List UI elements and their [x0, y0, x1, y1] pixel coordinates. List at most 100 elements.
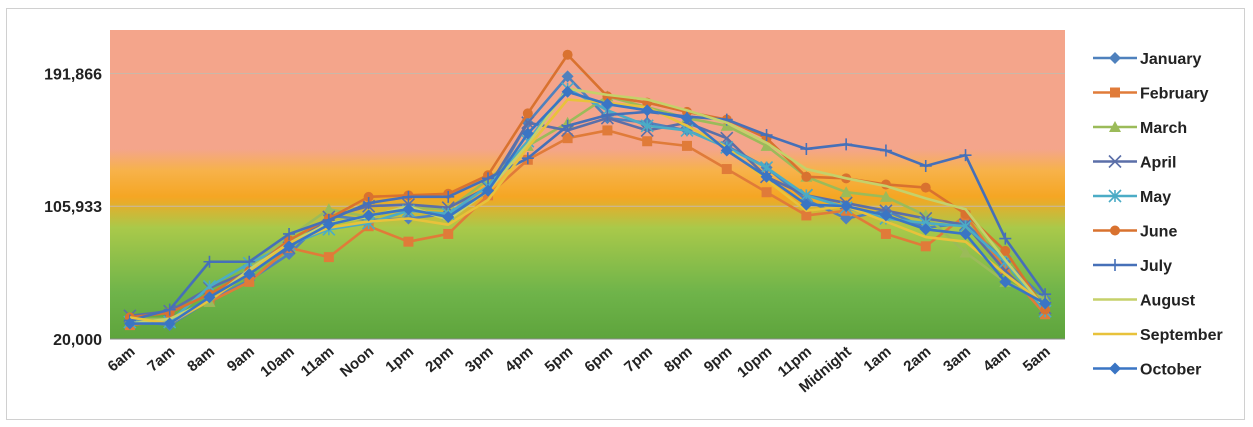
data-point — [163, 317, 176, 330]
data-point — [521, 127, 534, 140]
data-point — [243, 255, 256, 268]
data-point — [562, 49, 573, 60]
data-point — [681, 140, 692, 151]
legend-item: October — [1093, 362, 1201, 379]
data-point — [283, 227, 296, 240]
data-point — [879, 190, 892, 202]
data-point — [1109, 52, 1121, 64]
series-line — [129, 110, 1047, 322]
data-point — [999, 275, 1012, 288]
data-point — [1109, 259, 1121, 271]
data-point — [1109, 121, 1121, 132]
legend-label: February — [1140, 86, 1209, 103]
x-tick-label: 9pm — [701, 343, 736, 376]
x-tick-label: 8am — [184, 343, 218, 375]
data-point — [840, 200, 853, 213]
x-tick-label: 9am — [224, 343, 258, 375]
data-point — [999, 232, 1012, 245]
data-point — [1000, 245, 1011, 256]
data-point — [362, 209, 375, 222]
series-july — [123, 105, 1052, 327]
data-point — [403, 236, 414, 247]
data-point — [879, 209, 892, 222]
x-tick-label: 1am — [861, 343, 895, 375]
data-point — [1040, 304, 1051, 315]
data-point — [640, 119, 654, 133]
x-tick-label: 5am — [1020, 343, 1054, 375]
legend-label: March — [1140, 120, 1187, 137]
x-axis: 6am 7am 8am 9am 10am 11am Noon 1pm 2pm 3pm 4pm 5pm 6… — [105, 338, 1065, 396]
data-point — [442, 210, 455, 223]
data-point — [680, 112, 693, 125]
data-point — [1110, 87, 1120, 98]
x-tick-label: 7pm — [621, 343, 656, 376]
legend-item: September — [1093, 327, 1223, 344]
data-point — [761, 187, 772, 198]
data-point — [601, 108, 614, 121]
legend-item: July — [1093, 258, 1172, 275]
x-tick-label: 5pm — [542, 343, 577, 376]
legend-item: February — [1093, 86, 1209, 103]
legend-label: January — [1140, 51, 1201, 68]
data-point — [880, 228, 891, 239]
data-point — [322, 203, 335, 215]
data-point — [442, 190, 455, 203]
data-point — [323, 252, 334, 263]
y-axis: 20,000 105,933 191,866 — [44, 66, 102, 349]
data-point — [602, 125, 613, 136]
legend-label: September — [1140, 327, 1223, 344]
data-point — [562, 133, 573, 144]
data-point — [959, 227, 972, 240]
data-point — [959, 246, 972, 258]
legend: January February March April May June July Augu… — [1093, 51, 1223, 379]
data-point — [243, 268, 256, 281]
x-tick-label: 2am — [900, 343, 934, 375]
data-point — [879, 144, 892, 157]
data-point — [840, 138, 853, 151]
data-point — [363, 191, 374, 202]
legend-item: March — [1093, 120, 1187, 137]
data-point — [800, 142, 813, 155]
data-point — [244, 276, 255, 287]
legend-label: June — [1140, 224, 1177, 241]
legend-item: January — [1093, 51, 1201, 68]
data-point — [840, 186, 853, 198]
series-line — [129, 90, 1046, 325]
legend-label: May — [1140, 189, 1171, 206]
data-point — [720, 131, 734, 145]
data-point — [443, 228, 454, 239]
data-point — [362, 197, 375, 210]
x-tick-label: 3pm — [462, 343, 497, 376]
y-tick-label: 20,000 — [53, 332, 102, 349]
data-point — [482, 172, 495, 185]
data-point — [1109, 362, 1121, 375]
data-point — [283, 240, 296, 253]
data-point — [163, 303, 176, 316]
series-september — [129, 98, 1046, 325]
legend-item: August — [1093, 293, 1196, 310]
data-point — [721, 164, 732, 175]
data-point — [322, 218, 335, 231]
x-tick-label: 10pm — [734, 343, 775, 381]
data-point — [760, 129, 773, 142]
legend-label: July — [1140, 258, 1172, 275]
plot-background — [110, 30, 1065, 339]
data-point — [482, 184, 495, 197]
data-point — [402, 203, 415, 216]
y-tick-label: 191,866 — [44, 66, 102, 83]
x-tick-label: 1pm — [382, 343, 417, 376]
x-tick-label: Noon — [337, 343, 377, 381]
data-point — [919, 159, 932, 172]
data-point — [920, 182, 931, 193]
legend-item: April — [1093, 155, 1176, 172]
data-point — [203, 255, 216, 268]
data-point — [919, 223, 932, 236]
data-point — [920, 241, 931, 252]
legend-label: April — [1140, 155, 1176, 172]
series-line — [129, 98, 1046, 325]
legend-label: October — [1140, 362, 1201, 379]
data-point — [800, 198, 813, 211]
x-tick-label: 6am — [105, 343, 139, 375]
data-point — [1108, 154, 1122, 169]
